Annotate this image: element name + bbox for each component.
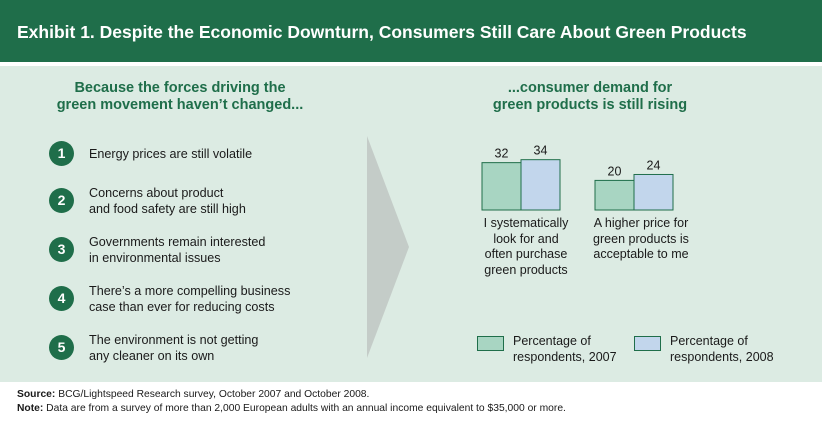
source-note: Source: BCG/Lightspeed Research survey, … [17, 388, 566, 402]
category-label: A higher price for green products is acc… [576, 216, 706, 263]
category-label-line: I systematically [483, 216, 569, 230]
category-label-line: green products [484, 262, 568, 277]
legend-swatch-2008 [634, 336, 661, 351]
bar [594, 179, 635, 211]
list-item: There’s a more compelling business case … [89, 284, 290, 315]
item-number-badge: 4 [49, 286, 74, 311]
bar [481, 162, 522, 211]
legend-label-line: Percentage of [513, 334, 591, 348]
item-number-badge: 1 [49, 141, 74, 166]
source-label: Source: [17, 389, 56, 400]
arrow-polygon [367, 136, 409, 358]
legend-label-2008: Percentage of respondents, 2008 [670, 334, 774, 365]
legend-label-line: respondents, 2008 [670, 349, 774, 364]
note-label: Note: [17, 402, 44, 414]
list-item-line: case than ever for reducing costs [89, 299, 275, 314]
legend-swatch-2007 [477, 336, 504, 351]
legend-label-line: respondents, 2007 [513, 349, 617, 364]
note-text: Data are from a survey of more than 2,00… [43, 402, 566, 414]
bar-value-label: 34 [534, 144, 548, 158]
list-item-line: and food safety are still high [89, 201, 246, 216]
list-item-line: Concerns about product [89, 186, 224, 200]
list-item-line: The environment is not getting [89, 333, 259, 347]
category-label: I systematically look for and often purc… [466, 216, 586, 278]
list-item-line: any cleaner on its own [89, 348, 215, 363]
category-label-line: look for and [493, 231, 559, 246]
arrow-shape [367, 136, 409, 358]
exhibit-panel: Because the forces driving the green mov… [0, 66, 822, 382]
exhibit-header: Exhibit 1. Despite the Economic Downturn… [0, 0, 822, 66]
right-column-heading: ...consumer demand for green products is… [460, 80, 720, 114]
category-label-line: A higher price for [593, 216, 689, 230]
legend-label-line: Percentage of [670, 334, 748, 348]
list-item: Energy prices are still volatile [89, 147, 252, 163]
source-text: BCG/Lightspeed Research survey, October … [55, 389, 370, 400]
list-item-line: Governments remain interested [89, 235, 266, 249]
bar [520, 159, 561, 211]
exhibit-title: Exhibit 1. Despite the Economic Downturn… [17, 22, 747, 42]
list-item-line: Energy prices are still volatile [89, 147, 253, 161]
list-item-line: in environmental issues [89, 250, 221, 265]
legend-label-2007: Percentage of respondents, 2007 [513, 334, 617, 365]
left-heading-line: green movement haven’t changed... [56, 97, 304, 113]
item-number-badge: 5 [49, 335, 74, 360]
footnote: Note: Data are from a survey of more tha… [17, 402, 566, 416]
bar [633, 173, 674, 211]
list-item: The environment is not getting any clean… [89, 333, 258, 364]
list-item: Concerns about product and food safety a… [89, 186, 246, 217]
category-label-line: often purchase [484, 247, 568, 261]
item-number-badge: 3 [49, 237, 74, 262]
category-label-line: green products is [593, 231, 689, 246]
left-column-heading: Because the forces driving the green mov… [30, 80, 330, 114]
list-item: Governments remain interested in environ… [89, 235, 265, 266]
right-heading-line: ...consumer demand for [507, 80, 673, 96]
exhibit-footer: Source: BCG/Lightspeed Research survey, … [17, 388, 566, 415]
bar-value-label: 24 [647, 158, 661, 172]
bar-value-label: 32 [495, 147, 509, 161]
category-label-line: acceptable to me [593, 247, 689, 261]
bar-chart: 32 34 20 24 [481, 144, 674, 211]
bar-value-label: 20 [608, 164, 622, 178]
right-heading-line: green products is still rising [492, 97, 688, 113]
item-number-badge: 2 [49, 188, 74, 213]
list-item-line: There’s a more compelling business [89, 284, 291, 298]
left-heading-line: Because the forces driving the [74, 80, 286, 96]
